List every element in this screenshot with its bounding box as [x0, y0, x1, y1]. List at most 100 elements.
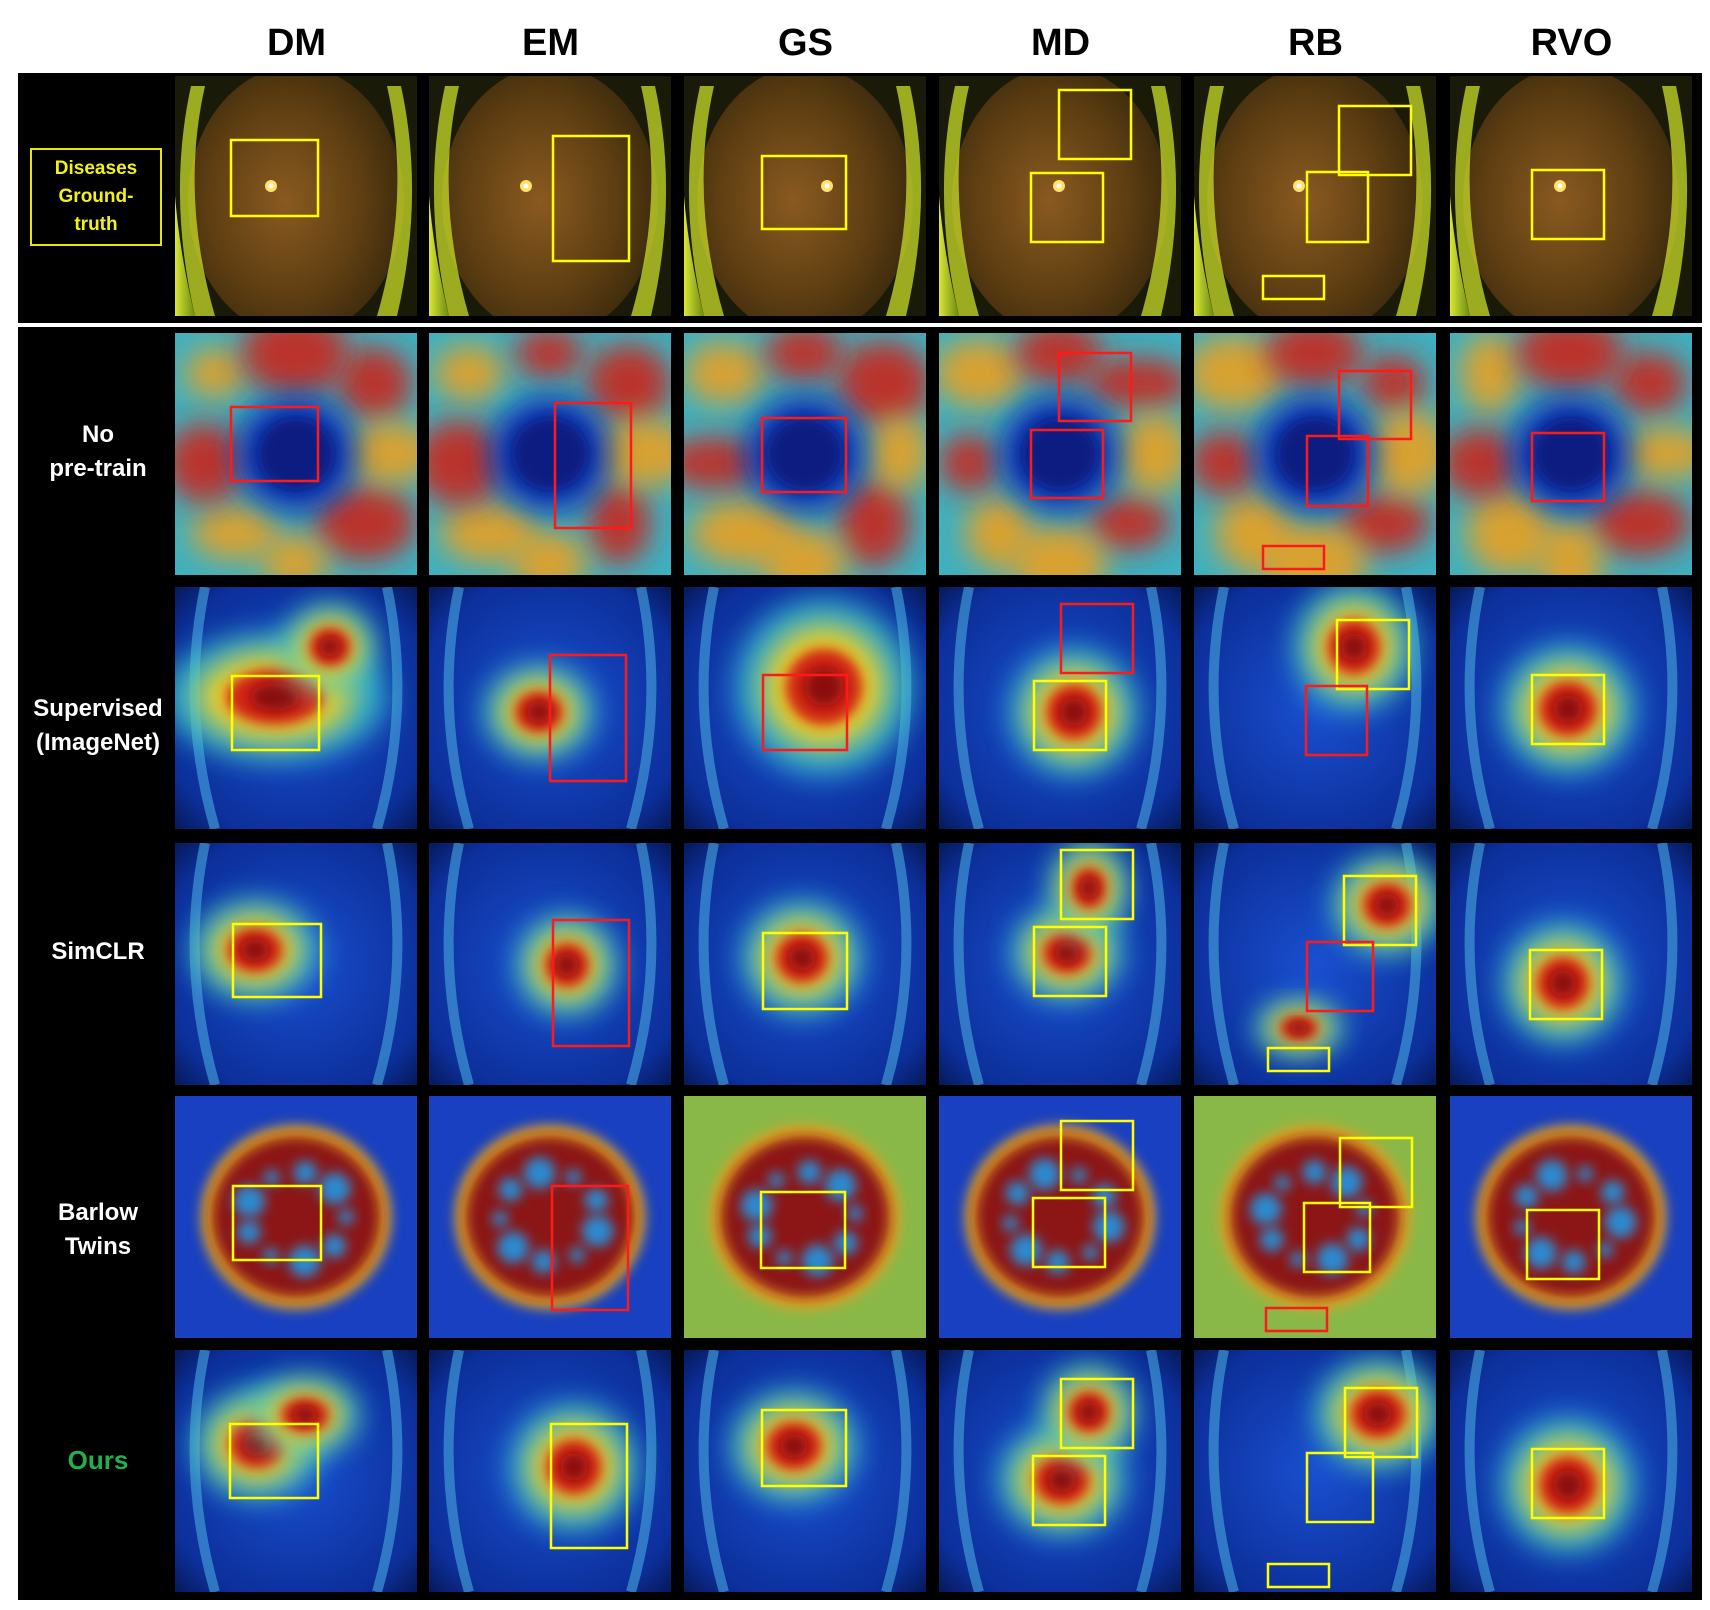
cell-barlow-em	[429, 1096, 671, 1338]
lesion-box	[1266, 1046, 1331, 1073]
cell-barlow-gs	[684, 1096, 926, 1338]
lesion-box	[760, 416, 848, 494]
lesion-box	[1059, 848, 1135, 921]
lesion-box	[1261, 274, 1326, 301]
lesion-box	[1029, 171, 1105, 244]
cell-gt-rb	[1194, 76, 1436, 316]
lesion-box	[1337, 369, 1413, 441]
lesion-box	[1530, 1447, 1606, 1520]
lesion-box	[228, 1422, 320, 1500]
cell-no_pretrain-md	[939, 333, 1181, 575]
lesion-box	[549, 1422, 629, 1550]
lesion-box	[229, 138, 320, 218]
cell-no_pretrain-rb	[1194, 333, 1436, 575]
column-header-dm: DM	[266, 22, 327, 64]
lesion-box	[550, 1184, 630, 1312]
column-header-gs: GS	[778, 22, 833, 64]
lesion-box	[1057, 88, 1133, 161]
lesion-box	[1264, 1306, 1329, 1333]
lesion-box	[1305, 170, 1370, 244]
lesion-box	[760, 154, 848, 231]
cell-gt-rvo	[1450, 76, 1692, 316]
lesion-box	[231, 922, 323, 999]
cell-simclr-gs	[684, 843, 926, 1085]
cell-barlow-dm	[175, 1096, 417, 1338]
lesion-box	[759, 1190, 847, 1270]
lesion-box	[761, 931, 849, 1011]
lesion-box	[1032, 925, 1108, 998]
cell-no_pretrain-gs	[684, 333, 926, 575]
lesion-box	[1261, 544, 1326, 571]
lesion-box	[1337, 104, 1413, 177]
lesion-box	[1342, 874, 1418, 947]
lesion-box	[548, 653, 628, 783]
cell-barlow-rvo	[1450, 1096, 1692, 1338]
column-header-rvo: RVO	[1530, 22, 1613, 64]
lesion-box	[1031, 1454, 1107, 1527]
cell-supervised-gs	[684, 587, 926, 829]
lesion-box	[1530, 431, 1606, 503]
lesion-box	[229, 405, 320, 483]
cell-ours-dm	[175, 1350, 417, 1592]
lesion-box	[1335, 618, 1411, 691]
cell-simclr-em	[429, 843, 671, 1085]
lesion-box	[1304, 684, 1369, 757]
lesion-box	[1059, 602, 1135, 675]
row-label-supervised: Supervised (ImageNet)	[33, 695, 163, 756]
lesion-box	[230, 674, 321, 752]
lesion-box	[1057, 351, 1133, 423]
cell-no_pretrain-em	[429, 333, 671, 575]
cell-ours-gs	[684, 1350, 926, 1592]
ground-truth-legend: Diseases Ground- truth	[30, 148, 162, 246]
cell-supervised-rvo	[1450, 587, 1692, 829]
cell-ours-rb	[1194, 1350, 1436, 1592]
cell-supervised-rb	[1194, 587, 1436, 829]
row-label-ours: Ours	[67, 1445, 129, 1475]
cell-gt-em	[429, 76, 671, 316]
cell-ours-md	[939, 1350, 1181, 1592]
lesion-box	[1059, 1377, 1135, 1450]
cell-simclr-dm	[175, 843, 417, 1085]
cell-ours-rvo	[1450, 1350, 1692, 1592]
lesion-box	[1029, 428, 1105, 500]
row-label-simclr: SimCLR	[51, 938, 145, 965]
cell-barlow-rb	[1194, 1096, 1436, 1338]
lesion-box	[1343, 1386, 1419, 1459]
lesion-box	[761, 673, 849, 752]
cell-ours-em	[429, 1350, 671, 1592]
cell-gt-dm	[175, 76, 417, 316]
lesion-box	[1032, 679, 1108, 752]
cell-no_pretrain-rvo	[1450, 333, 1692, 575]
lesion-box	[553, 401, 633, 530]
lesion-box	[1031, 1196, 1107, 1269]
lesion-box	[1305, 434, 1370, 508]
lesion-box	[1530, 673, 1606, 746]
column-header-rb: RB	[1288, 22, 1343, 64]
row-label-barlow: Barlow Twins	[57, 1199, 138, 1260]
lesion-box	[1059, 1119, 1135, 1192]
cell-simclr-rvo	[1450, 843, 1692, 1085]
cell-barlow-md	[939, 1096, 1181, 1338]
lesion-box	[1530, 168, 1606, 241]
column-header-md: MD	[1030, 22, 1091, 64]
cell-simclr-rb	[1194, 843, 1436, 1085]
cell-supervised-md	[939, 587, 1181, 829]
lesion-box	[1528, 948, 1604, 1021]
lesion-box	[1525, 1208, 1601, 1281]
separator-line	[18, 323, 1702, 326]
cell-gt-gs	[684, 76, 926, 316]
lesion-box	[1305, 940, 1375, 1013]
cell-simclr-md	[939, 843, 1181, 1085]
lesion-box	[1305, 1451, 1375, 1524]
lesion-box	[760, 1408, 848, 1488]
column-header-em: EM	[522, 22, 579, 64]
cell-supervised-em	[429, 587, 671, 829]
cell-no_pretrain-dm	[175, 333, 417, 575]
lesion-box	[1302, 1201, 1372, 1274]
lesion-box	[231, 1184, 323, 1262]
row-label-no_pretrain: No pre-train	[49, 421, 147, 482]
lesion-box	[551, 134, 631, 263]
lesion-box	[551, 918, 631, 1048]
lesion-box	[1338, 1136, 1414, 1209]
